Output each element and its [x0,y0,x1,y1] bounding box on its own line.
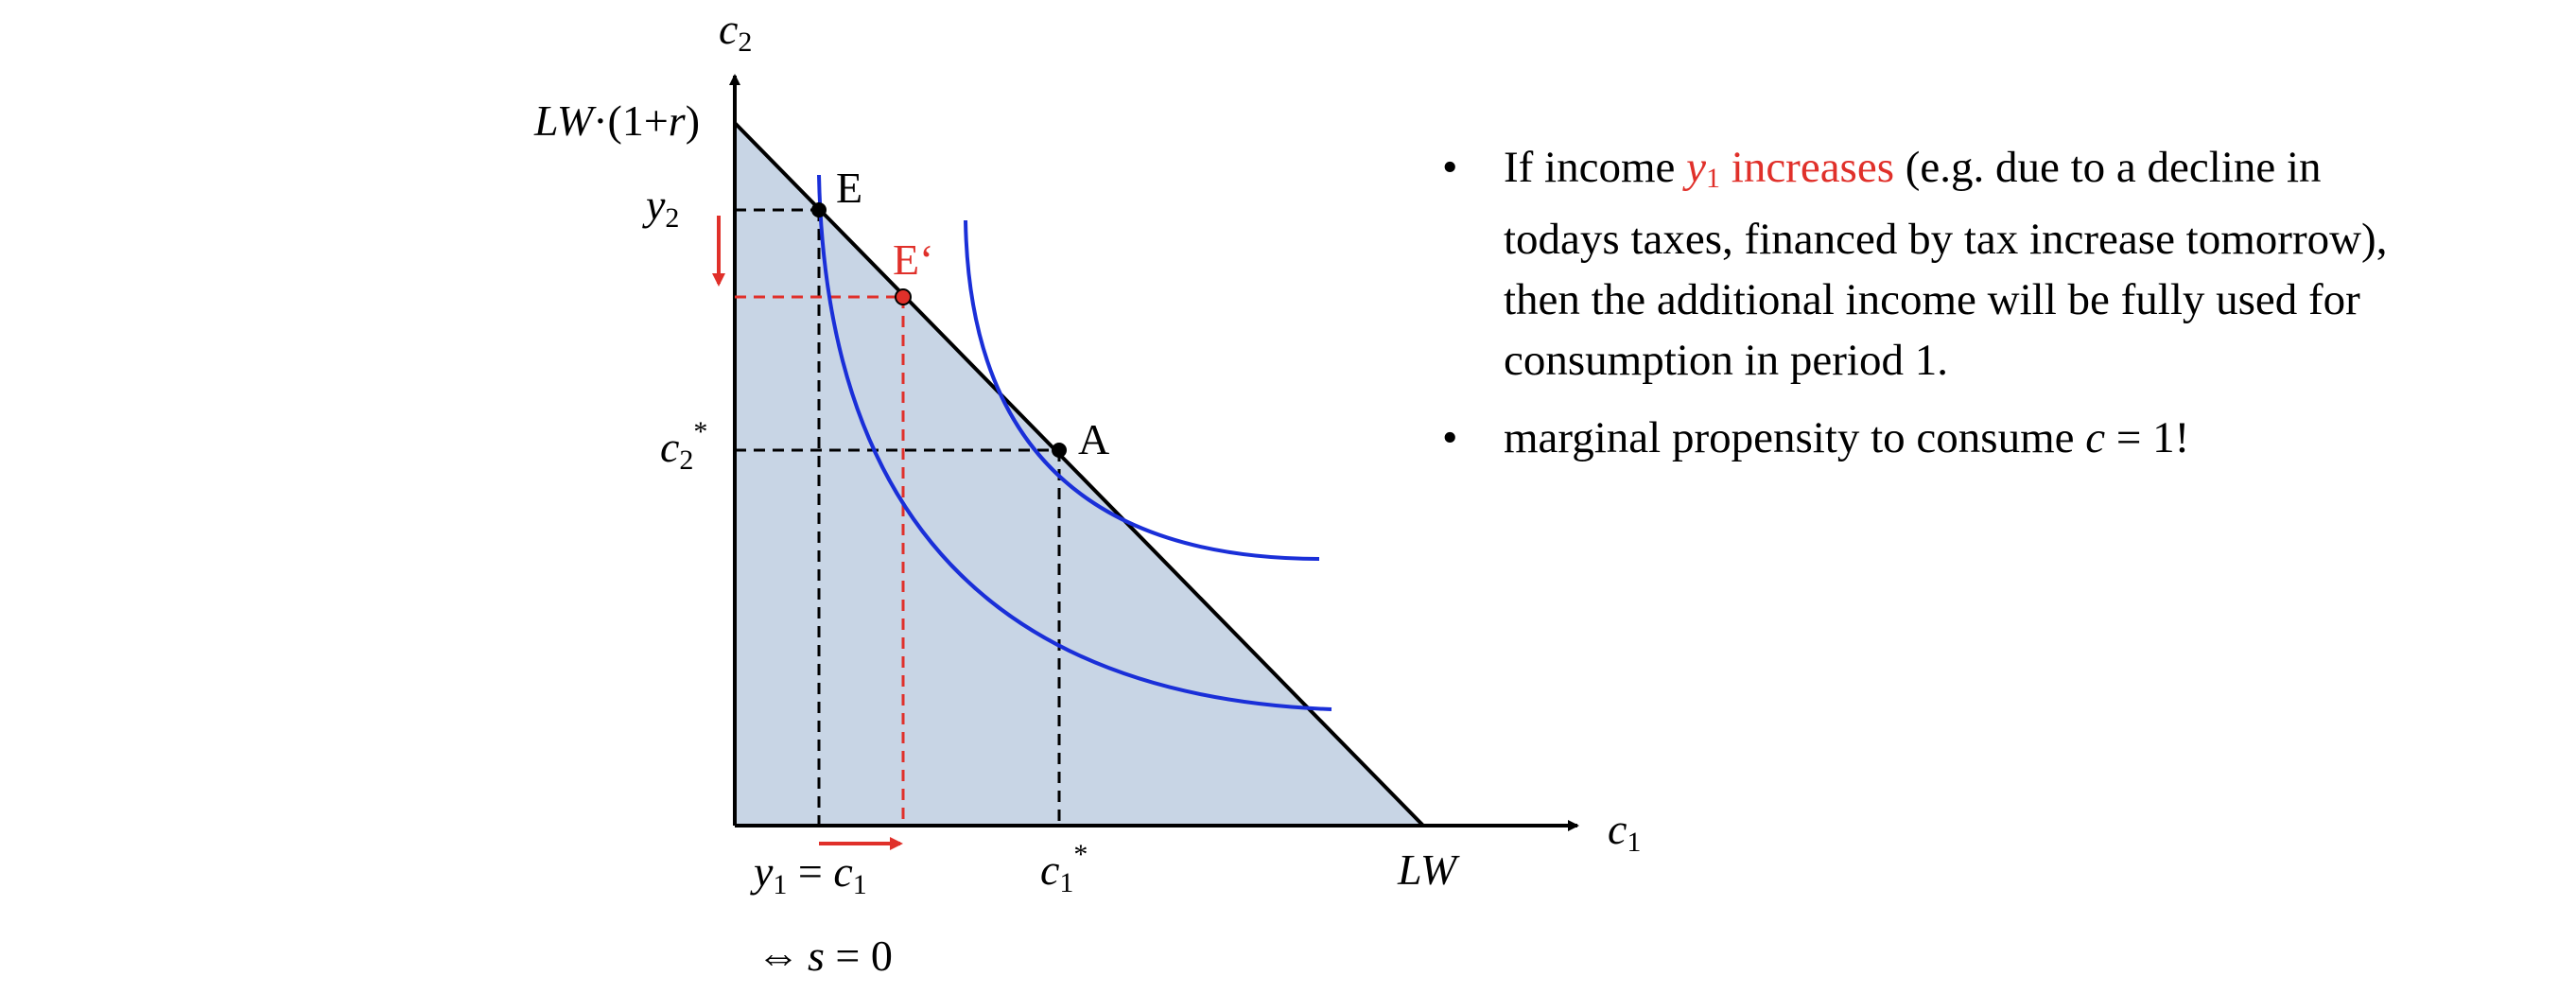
bullet-income-increase: • If income y1 increases (e.g. due to a … [1442,137,2435,391]
y2-label: y2 [642,181,679,234]
point-e-prime [895,288,912,305]
lw-1r-label: LW·(1+r) [533,96,700,145]
point-e-label: E [836,164,862,212]
indifference-curve-high [964,219,1320,561]
bullet-marginal-propensity: • marginal propensity to consume c = 1! [1442,408,2435,468]
lw-label: LW [1397,845,1460,894]
point-a [1052,443,1067,458]
explanation-list: • If income y1 increases (e.g. due to a … [1442,137,2435,485]
y-axis-label: c2 [719,5,752,58]
bullet1-text-pre: If income [1504,143,1687,192]
c1star-label: c1* [1040,839,1088,898]
point-e [811,202,827,218]
bullet1-highlight: y1 increases [1686,143,1894,194]
consumption-diagram: E E‘ A c2 c1 LW·(1+r) y2 c2* y1 = c1 c1*… [533,5,1641,980]
savings-zero-label: ⇔ s = 0 [757,932,893,980]
indifference-curve-low [817,174,1332,711]
bullet1-text-post: (e.g. due to a decline in todays taxes, … [1504,143,2388,385]
bullet-dot: • [1442,143,1458,192]
bullet-dot: • [1442,413,1458,462]
x-axis-label: c1 [1608,805,1641,858]
c2star-label: c2* [660,416,707,476]
y1-equals-c1-label: y1 = c1 [750,847,867,900]
point-e-prime-label: E‘ [893,235,933,284]
point-a-label: A [1078,415,1109,463]
